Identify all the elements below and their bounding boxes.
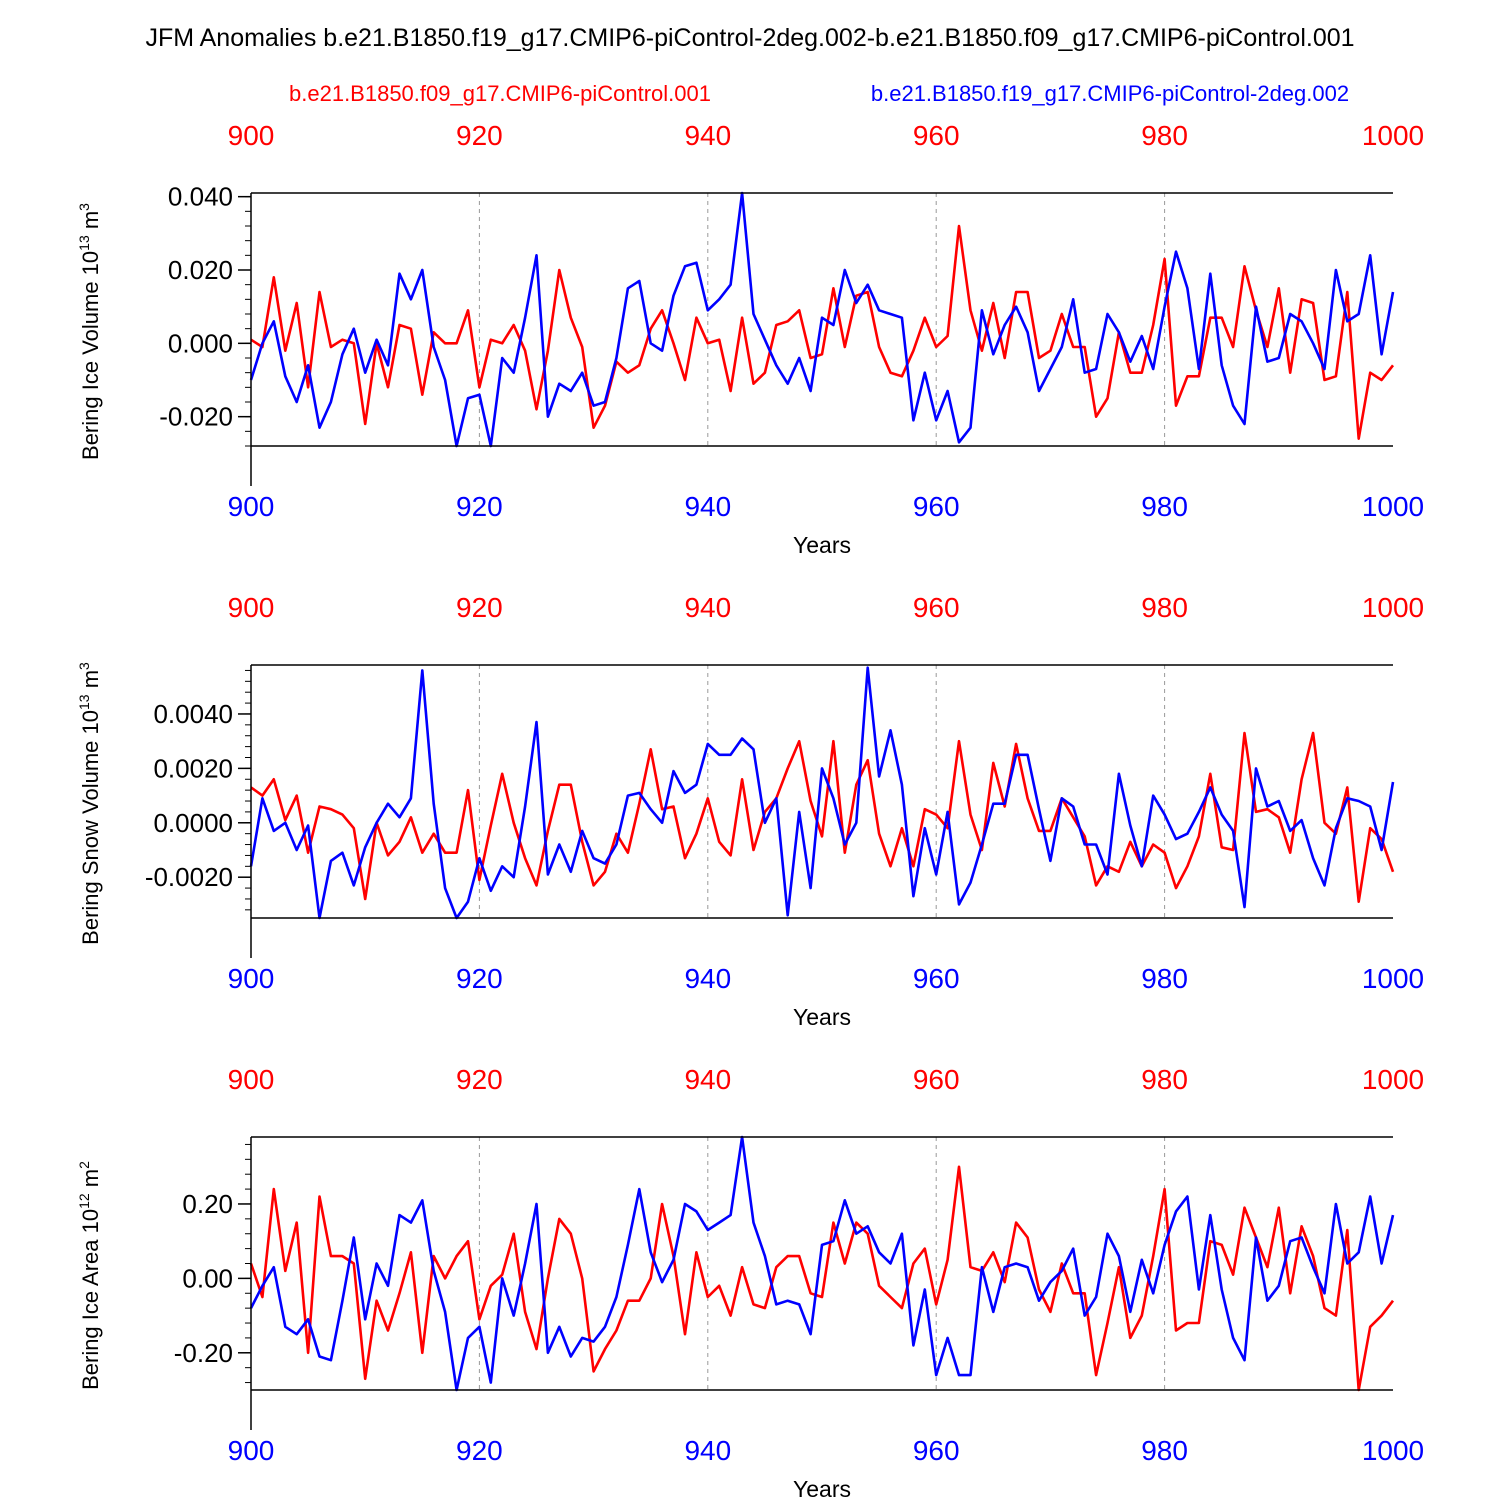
x-tick-label-top: 980 bbox=[1141, 1064, 1188, 1095]
y-tick-label: 0.0040 bbox=[153, 699, 233, 729]
series-line-red bbox=[250, 224, 1395, 441]
x-tick-label-bottom: 920 bbox=[456, 491, 503, 522]
x-tick-label-bottom: 920 bbox=[456, 963, 503, 994]
x-tick-label-top: 980 bbox=[1141, 120, 1188, 151]
panel-2: -0.0020 0.0000 0.0020 0.0040 900 900 920 920 940… bbox=[76, 592, 1424, 1030]
x-tick-label-top: 940 bbox=[684, 1064, 731, 1095]
series-line-blue bbox=[249, 191, 1395, 448]
x-tick-label-top: 920 bbox=[456, 1064, 503, 1095]
y-tick-label: 0.000 bbox=[168, 328, 233, 358]
y-axis-label-main: Bering Ice Area 10 bbox=[78, 1209, 103, 1390]
y-axis-label-exp: 13 bbox=[76, 694, 92, 710]
y-axis-label-unit-exp: 3 bbox=[76, 203, 92, 211]
y-tick-label: 0.00 bbox=[182, 1263, 233, 1293]
figure-title: JFM Anomalies b.e21.B1850.f19_g17.CMIP6-… bbox=[145, 24, 1354, 52]
x-tick-label-top: 960 bbox=[913, 1064, 960, 1095]
y-tick-label: 0.0000 bbox=[153, 808, 233, 838]
legend-red-label: b.e21.B1850.f09_g17.CMIP6-piControl.001 bbox=[289, 81, 711, 106]
x-tick-label-top: 900 bbox=[228, 120, 275, 151]
x-tick-label-bottom: 960 bbox=[913, 1435, 960, 1466]
x-tick-label-bottom: 1000 bbox=[1362, 1435, 1424, 1466]
x-tick-label-bottom: 1000 bbox=[1362, 491, 1424, 522]
legend-blue-label: b.e21.B1850.f19_g17.CMIP6-piControl-2deg… bbox=[871, 81, 1349, 106]
panel-3: -0.20 0.00 0.20 900 900 920 920 940 940 960 960 980… bbox=[76, 1064, 1424, 1500]
x-tick-label-bottom: 940 bbox=[684, 963, 731, 994]
series-line-blue bbox=[249, 666, 1395, 920]
x-tick-label-bottom: 980 bbox=[1141, 963, 1188, 994]
y-tick-label: 0.0020 bbox=[153, 753, 233, 783]
y-axis-label: Bering Ice Volume 1013 m3 bbox=[76, 203, 103, 460]
x-axis-label: Years bbox=[793, 532, 851, 558]
x-tick-label-top: 1000 bbox=[1362, 592, 1424, 623]
x-tick-label-top: 900 bbox=[228, 592, 275, 623]
x-tick-label-bottom: 960 bbox=[913, 491, 960, 522]
x-tick-label-bottom: 900 bbox=[228, 963, 275, 994]
y-axis-label-exp: 12 bbox=[76, 1193, 92, 1209]
y-axis-label: Bering Ice Area 1012 m2 bbox=[76, 1161, 103, 1390]
x-tick-label-bottom: 1000 bbox=[1362, 963, 1424, 994]
x-tick-label-top: 900 bbox=[228, 1064, 275, 1095]
x-tick-label-bottom: 900 bbox=[228, 1435, 275, 1466]
x-tick-label-top: 940 bbox=[684, 592, 731, 623]
y-tick-label: -0.0020 bbox=[145, 862, 233, 892]
panels: -0.020 0.000 0.020 0.040 900 900 920 920 940 940 9… bbox=[76, 120, 1424, 1500]
x-tick-label-top: 980 bbox=[1141, 592, 1188, 623]
y-tick-label: -0.020 bbox=[159, 402, 233, 432]
y-axis-label-unit: m bbox=[78, 211, 103, 235]
x-tick-label-bottom: 940 bbox=[684, 491, 731, 522]
y-axis-label-unit-exp: 2 bbox=[76, 1161, 92, 1169]
y-tick-label: 0.040 bbox=[168, 182, 233, 212]
y-tick-label: 0.20 bbox=[182, 1189, 233, 1219]
y-axis-label-exp: 13 bbox=[76, 235, 92, 251]
x-tick-label-top: 960 bbox=[913, 592, 960, 623]
y-axis-label-unit-exp: 3 bbox=[76, 662, 92, 670]
x-tick-label-top: 940 bbox=[684, 120, 731, 151]
y-axis-label-main: Bering Ice Volume 10 bbox=[78, 251, 103, 460]
series-line-red bbox=[250, 731, 1395, 904]
x-axis-label: Years bbox=[793, 1004, 851, 1030]
x-tick-label-top: 1000 bbox=[1362, 1064, 1424, 1095]
x-tick-label-top: 920 bbox=[456, 592, 503, 623]
x-tick-label-bottom: 980 bbox=[1141, 1435, 1188, 1466]
series-line-red bbox=[249, 1165, 1395, 1392]
x-tick-label-bottom: 920 bbox=[456, 1435, 503, 1466]
x-axis-label: Years bbox=[793, 1476, 851, 1500]
x-tick-label-top: 960 bbox=[913, 120, 960, 151]
x-tick-label-bottom: 900 bbox=[228, 491, 275, 522]
y-axis-label-unit: m bbox=[78, 1169, 103, 1193]
panel-1: -0.020 0.000 0.020 0.040 900 900 920 920 940 940 9… bbox=[76, 120, 1424, 558]
x-tick-label-bottom: 960 bbox=[913, 963, 960, 994]
series-line-blue bbox=[249, 1135, 1395, 1392]
x-tick-label-bottom: 980 bbox=[1141, 491, 1188, 522]
x-tick-label-top: 1000 bbox=[1362, 120, 1424, 151]
y-axis-label: Bering Snow Volume 1013 m3 bbox=[76, 662, 103, 945]
y-axis-label-unit: m bbox=[78, 670, 103, 694]
y-tick-label: 0.020 bbox=[168, 255, 233, 285]
y-axis-label-main: Bering Snow Volume 10 bbox=[78, 710, 103, 945]
x-tick-label-top: 920 bbox=[456, 120, 503, 151]
x-tick-label-bottom: 940 bbox=[684, 1435, 731, 1466]
y-tick-label: -0.20 bbox=[174, 1338, 233, 1368]
